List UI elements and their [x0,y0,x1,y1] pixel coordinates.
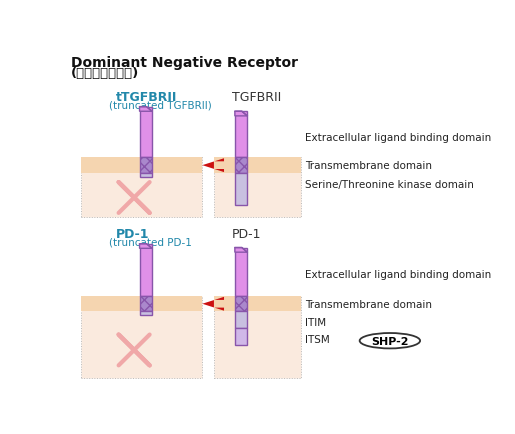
Bar [81,158,202,217]
Bar [214,158,301,174]
Text: Extracellular ligand binding domain: Extracellular ligand binding domain [305,133,491,143]
Polygon shape [140,107,152,112]
Text: Transmembrane domain: Transmembrane domain [305,161,432,171]
Text: Dominant Negative Receptor: Dominant Negative Receptor [71,56,298,70]
Bar [235,158,247,174]
Polygon shape [202,297,224,311]
Bar [235,112,247,158]
Bar [81,296,202,378]
Bar [235,248,247,296]
Ellipse shape [359,333,420,349]
Bar [235,312,247,329]
Bar [140,174,152,178]
Text: SHP-2: SHP-2 [371,336,408,346]
Text: (우성음성수용체): (우성음성수용체) [71,67,139,80]
Bar [140,296,152,312]
Bar [214,296,301,312]
Bar [140,312,152,316]
Text: Transmembrane domain: Transmembrane domain [305,299,432,309]
Text: Serine/Threonine kinase domain: Serine/Threonine kinase domain [305,179,473,189]
Polygon shape [140,244,152,249]
Bar [235,296,247,312]
Text: Extracellular ligand binding domain: Extracellular ligand binding domain [305,270,491,280]
Text: PD-1: PD-1 [116,227,150,240]
Polygon shape [235,112,247,117]
Text: PD-1: PD-1 [232,227,261,240]
Bar [214,296,301,378]
Text: (truncated TGFBRII): (truncated TGFBRII) [109,101,211,111]
Polygon shape [202,159,224,173]
Text: tTGFBRII: tTGFBRII [116,91,178,103]
Text: TGFBRII: TGFBRII [232,91,281,103]
Text: ITIM: ITIM [305,318,326,328]
Bar [214,158,301,217]
Bar [235,174,247,206]
Bar [81,296,202,312]
Bar [235,329,247,345]
Bar [140,107,152,158]
Polygon shape [235,248,247,253]
Text: (truncated PD-1: (truncated PD-1 [109,237,192,247]
Bar [81,158,202,174]
Bar [140,158,152,174]
Text: ITSM: ITSM [305,335,330,345]
Bar [140,244,152,296]
